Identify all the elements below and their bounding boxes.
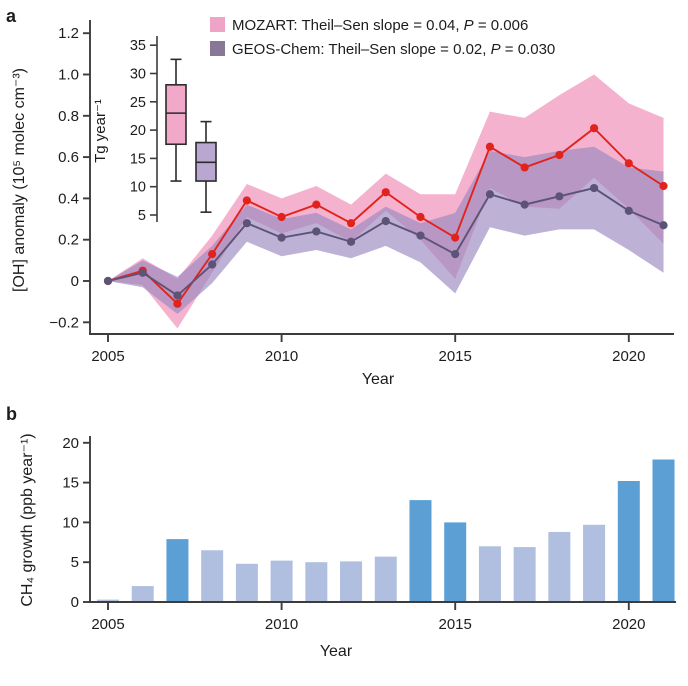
legend-swatch-mozart: [210, 17, 225, 32]
mozart-point-2013: [381, 188, 390, 197]
geoschem-point-2007: [173, 291, 182, 300]
panel-a-ytick-label: 0: [71, 273, 79, 290]
legend-swatch-geoschem: [210, 41, 225, 56]
bar-2017: [513, 547, 536, 602]
bar-2009: [235, 563, 258, 602]
geoschem-point-2015: [451, 250, 460, 259]
mozart-point-2016: [485, 142, 495, 151]
panel-b-xtick-label: 2015: [439, 616, 472, 633]
mozart-point-2011: [312, 200, 321, 209]
panel-a-letter: a: [6, 6, 17, 26]
geoschem-point-2010: [277, 233, 286, 242]
panel-b-xtick-label: 2020: [612, 616, 645, 633]
mozart-point-2009: [242, 196, 251, 205]
panel-b-ytick-label: 20: [62, 435, 79, 452]
bar-2018: [548, 531, 571, 602]
bar-2010: [270, 560, 293, 602]
geoschem-point-2020: [624, 206, 633, 215]
mozart-point-2021: [659, 181, 668, 191]
panel-b-ytick-label: 5: [71, 554, 79, 571]
inset-ytick-label: 5: [138, 208, 146, 224]
bar-2019: [583, 524, 606, 602]
geoschem-point-2008: [208, 260, 217, 269]
bar-2021: [652, 459, 675, 602]
geoschem-point-2019: [589, 183, 599, 193]
geoschem-point-2018: [555, 192, 564, 201]
bar-2012: [340, 561, 363, 602]
mozart-point-2019: [589, 124, 599, 133]
inset-ytick-label: 15: [130, 151, 146, 167]
panel-a-xtick-label: 2020: [612, 348, 645, 365]
inset-boxplot: 5 10 15 20 25 30 35: [130, 36, 217, 224]
bar-2007: [166, 539, 189, 602]
inset-ytick-label: 25: [130, 95, 146, 111]
panel-b-xtick-label: 2005: [91, 616, 124, 633]
inset-ytick-label: 10: [130, 180, 146, 196]
panel-a-ytick-label: 0.8: [58, 108, 79, 125]
panel-a-ytick-label: 1.2: [58, 25, 79, 42]
geoschem-point-2013: [381, 217, 390, 226]
inset-ytick-label: 30: [130, 67, 146, 83]
panel-a-xtick-label: 2010: [265, 348, 298, 365]
legend-label-geoschem: GEOS-Chem: Theil–Sen slope = 0.02, P = 0…: [232, 41, 555, 58]
geoschem-point-2011: [312, 227, 321, 236]
panel-b-plot: 0 5 10 15 20 2005 2010 2015 2020: [62, 435, 676, 633]
panel-b-ytick-label: 0: [71, 594, 79, 611]
panel-b-ylabel: CH₄ growth (ppb year⁻¹): [19, 433, 36, 606]
panel-b-ytick-label: 15: [62, 475, 79, 492]
mozart-point-2010: [277, 212, 286, 222]
panel-b-xtick-label: 2010: [265, 616, 298, 633]
mozart-box: [165, 84, 187, 146]
bar-2006: [131, 586, 154, 602]
geoschem-point-2014: [416, 231, 425, 240]
geoschem-point-2021: [659, 221, 668, 230]
bar-2014: [409, 500, 432, 602]
geoschem-point-2005: [103, 276, 113, 286]
panel-b-letter: b: [6, 404, 17, 424]
bar-2016: [478, 546, 501, 602]
inset-ytick-label: 35: [130, 38, 146, 54]
inset-ylabel: Tg year⁻¹: [92, 99, 109, 163]
panel-b-xlabel: Year: [320, 643, 353, 660]
panel-a-xtick-label: 2015: [439, 348, 472, 365]
geoschem-point-2016: [485, 190, 495, 199]
geoschem-point-2009: [242, 219, 251, 228]
geoschem-point-2017: [520, 200, 529, 209]
bar-2013: [374, 556, 397, 602]
panel-a-ytick-label: 0.4: [58, 190, 79, 207]
mozart-point-2017: [520, 163, 529, 172]
panel-b-ytick-label: 10: [62, 514, 79, 531]
geoschem-uncertainty-band: [108, 146, 664, 315]
panel-a-legend: MOZART: Theil–Sen slope = 0.04, P = 0.00…: [210, 17, 555, 58]
panel-a-xlabel: Year: [362, 371, 395, 388]
mozart-point-2015: [451, 233, 460, 242]
panel-a-xtick-label: 2005: [91, 348, 124, 365]
mozart-point-2008: [208, 250, 217, 259]
panel-a-ytick-label: −0.2: [49, 314, 79, 331]
inset-ytick-label: 20: [130, 123, 146, 139]
bar-2008: [201, 550, 224, 602]
panel-a-ytick-label: 0.2: [58, 232, 79, 249]
panel-a-ylabel: [OH] anomaly (10⁵ molec cm⁻³): [11, 68, 28, 292]
mozart-point-2014: [416, 212, 425, 222]
mozart-uncertainty-band: [108, 74, 664, 329]
mozart-point-2018: [555, 150, 564, 160]
bar-2020: [617, 481, 640, 602]
bar-2005: [97, 599, 119, 602]
mozart-point-2007: [173, 299, 182, 308]
mozart-point-2012: [346, 219, 356, 228]
geoschem-point-2012: [346, 237, 356, 246]
bar-2011: [305, 562, 328, 602]
legend-label-mozart: MOZART: Theil–Sen slope = 0.04, P = 0.00…: [232, 17, 528, 34]
geoschem-point-2006: [138, 268, 147, 277]
panel-a-ytick-label: 0.6: [58, 149, 79, 166]
panel-a-ytick-label: 1.0: [58, 67, 79, 84]
bar-2015: [444, 522, 467, 602]
mozart-point-2020: [624, 159, 633, 168]
